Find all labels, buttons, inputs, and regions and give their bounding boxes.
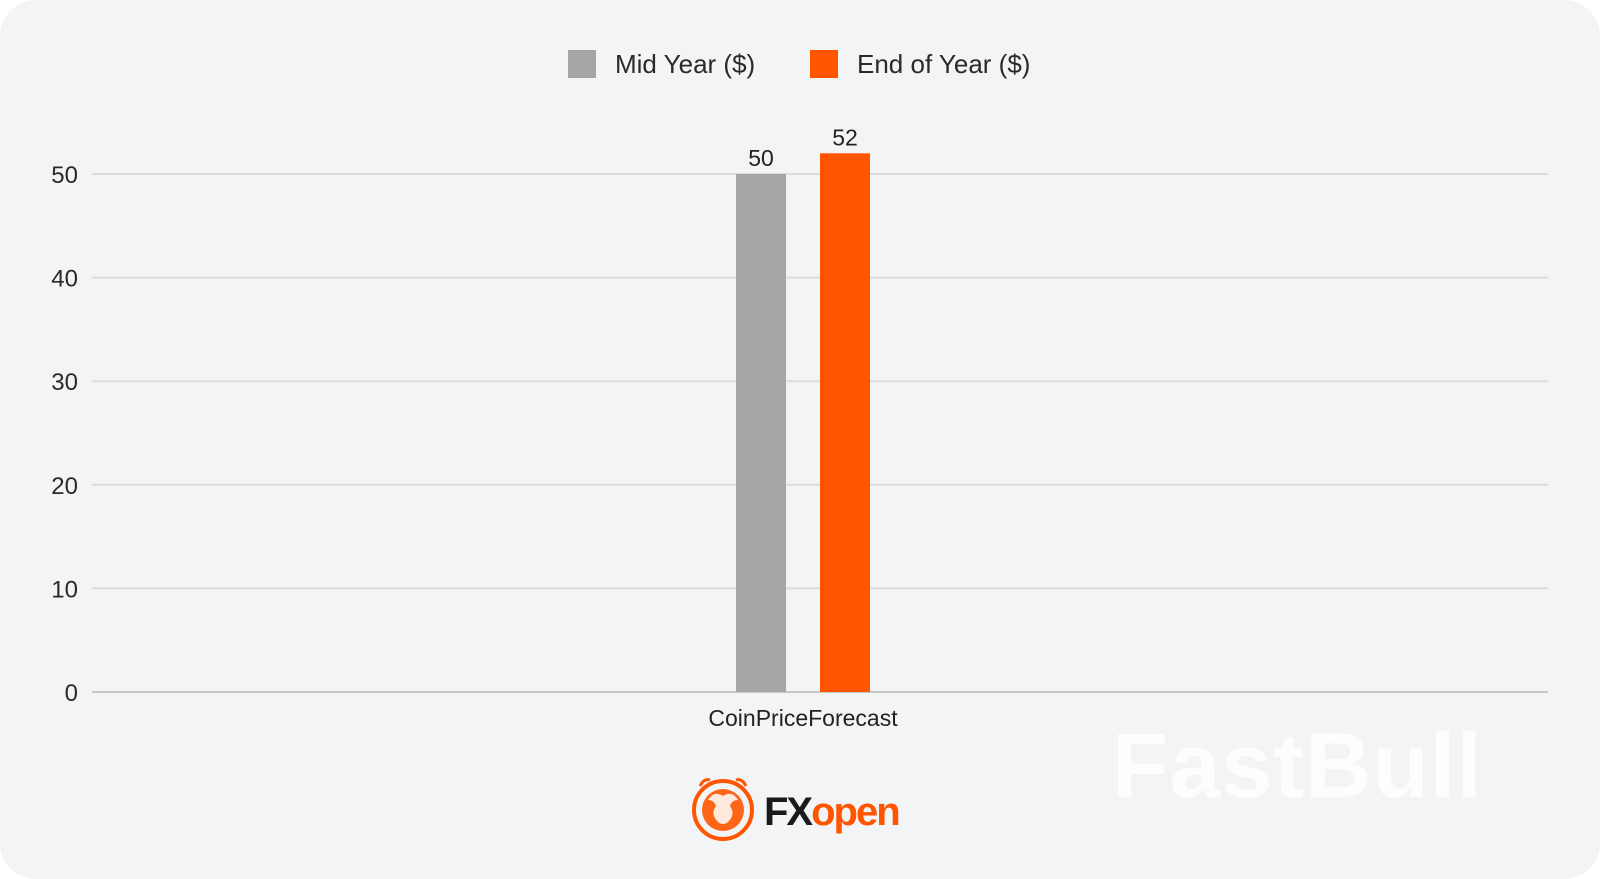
y-tick-label: 40 bbox=[51, 266, 78, 293]
y-tick-label: 0 bbox=[65, 680, 78, 707]
bars: 50 52 bbox=[736, 124, 870, 692]
y-tick-label: 30 bbox=[51, 369, 78, 396]
legend: Mid Year ($) End of Year ($) bbox=[568, 49, 1030, 79]
bar-mid-year bbox=[736, 174, 786, 692]
x-axis: CoinPriceForecast bbox=[708, 705, 898, 731]
y-tick-label: 10 bbox=[51, 576, 78, 603]
brand-open: open bbox=[811, 790, 899, 834]
watermark: FastBull bbox=[1112, 715, 1483, 817]
svg-text:FXopen: FXopen bbox=[764, 790, 899, 834]
y-tick-label: 20 bbox=[51, 473, 78, 500]
y-axis: 0 10 20 30 40 50 bbox=[51, 162, 78, 707]
brand-fx: FX bbox=[764, 790, 813, 834]
legend-swatch bbox=[568, 50, 596, 78]
x-category-label: CoinPriceForecast bbox=[708, 705, 898, 731]
bar-end-of-year bbox=[820, 153, 870, 692]
brand-logo: FXopen bbox=[692, 778, 901, 841]
legend-label: End of Year ($) bbox=[857, 49, 1030, 79]
data-label: 50 bbox=[748, 145, 774, 171]
y-tick-label: 50 bbox=[51, 162, 78, 189]
legend-label: Mid Year ($) bbox=[615, 49, 755, 79]
legend-swatch bbox=[810, 50, 838, 78]
data-label: 52 bbox=[832, 124, 858, 150]
bull-emblem-icon bbox=[692, 778, 754, 841]
